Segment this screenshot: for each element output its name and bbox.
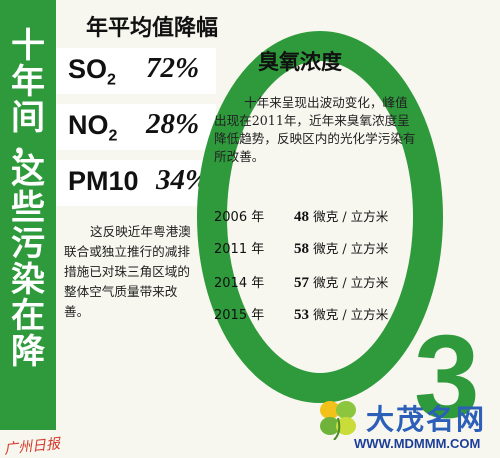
ozone-data-row: 2015 年 53 微克 / 立方米 <box>214 307 389 323</box>
pollutant-description: 这反映近年粤港澳联合或独立推行的减排措施已对珠三角区域的整体空气质量带来改善。 <box>64 224 191 319</box>
ozone-data-row: 2006 年 48 微克 / 立方米 <box>214 209 389 225</box>
clover-logo-icon <box>320 401 356 440</box>
pollutant-row-so2: SO2 72% <box>56 48 216 94</box>
pollutant-row-no2: NO2 28% <box>56 104 216 150</box>
pollutant-value: 72% <box>146 52 200 84</box>
ozone-data-row: 2014 年 57 微克 / 立方米 <box>214 275 389 291</box>
watermark-url: WWW.MDMMM.COM <box>354 436 481 451</box>
big-o-letter-icon <box>197 31 443 403</box>
pollutant-value: 28% <box>146 108 200 140</box>
ozone-data-row: 2011 年 58 微克 / 立方米 <box>214 241 389 257</box>
ozone-title: 臭氧浓度 <box>258 50 342 74</box>
vertical-title: 十 年 间 ， 这 些 污 染 在 降 <box>11 26 45 372</box>
watermark-site-name: 大茂名网 <box>366 403 487 436</box>
pollutant-heading: 年平均值降幅 <box>86 16 219 41</box>
left-green-band <box>0 0 56 430</box>
pollutant-name: NO2 <box>68 110 118 145</box>
pollutant-row-pm10: PM10 34% <box>56 160 216 206</box>
ozone-description: 十年来呈现出波动变化，峰值出现在2011年，近年来臭氧浓度呈降低趋势，反映区内的… <box>214 95 416 164</box>
pollutant-name: PM10 <box>68 166 139 196</box>
newspaper-stamp: 广州日报 <box>3 436 61 458</box>
o3-subscript-three: 3 <box>414 311 480 443</box>
pollutant-name: SO2 <box>68 54 116 89</box>
